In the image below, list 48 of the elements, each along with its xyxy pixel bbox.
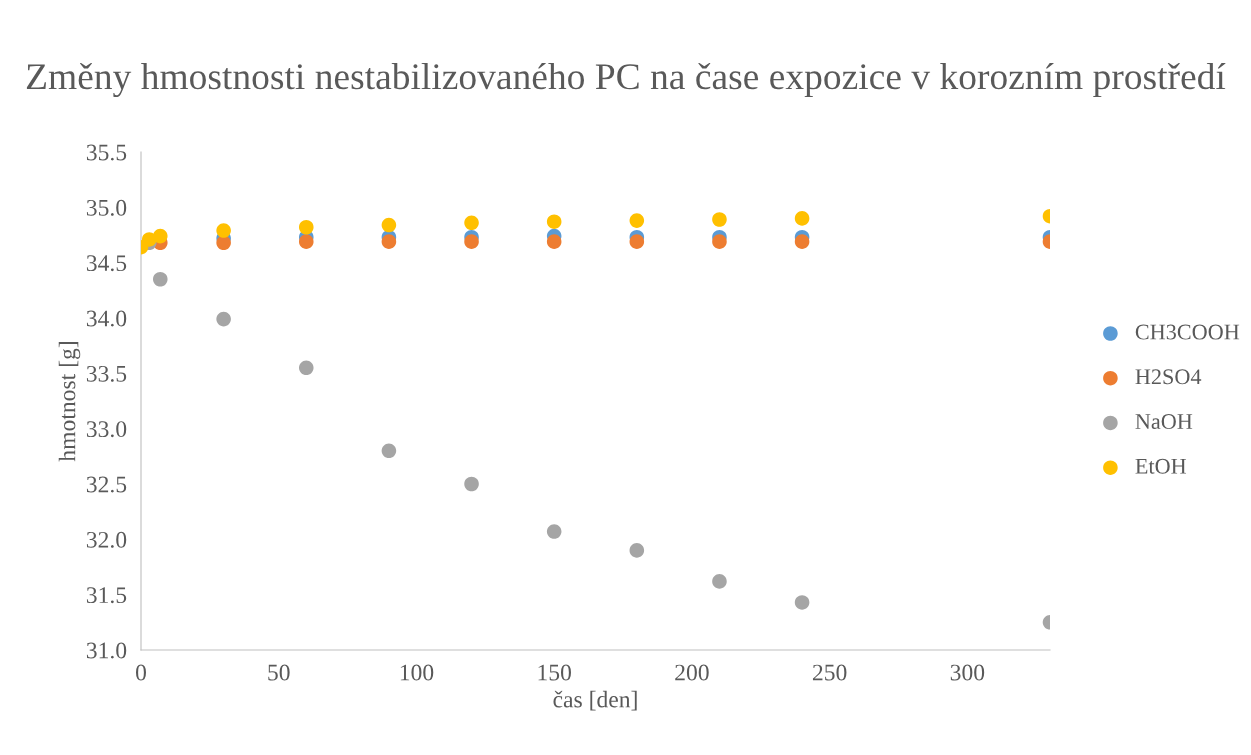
legend-label: NaOH: [1135, 414, 1193, 429]
y-tick-label: 34.0: [86, 310, 127, 327]
point: [298, 360, 314, 376]
y-tick-label: 32.5: [86, 476, 127, 493]
point: [381, 217, 397, 233]
point: [464, 476, 479, 492]
point: [216, 311, 231, 327]
x-tick-label: 150: [538, 664, 571, 681]
point: [546, 524, 562, 539]
y-tick-label: 34.5: [86, 255, 127, 272]
legend-label: CH3COOH: [1135, 324, 1240, 340]
point: [629, 543, 645, 558]
x-tick-label: 200: [675, 664, 709, 681]
point: [794, 595, 810, 610]
point: [794, 234, 810, 249]
y-tick-label: 31.0: [86, 642, 127, 659]
point: [298, 234, 314, 249]
y-axis-title: hmotnost [g]: [58, 342, 81, 462]
x-tick-label: 50: [268, 664, 290, 681]
point: [546, 214, 562, 229]
x-tick-label: 250: [812, 664, 847, 681]
point: [629, 213, 645, 228]
point: [712, 212, 727, 227]
point: [464, 215, 479, 231]
x-tick-label: 300: [950, 664, 985, 681]
point: [381, 443, 397, 459]
y-tick-label: 35.0: [86, 199, 127, 216]
x-tick-label: 100: [400, 664, 434, 681]
point: [794, 211, 810, 226]
point: [153, 271, 168, 287]
y-tick-label: 32.0: [86, 531, 127, 548]
point: [298, 219, 314, 235]
legend-label: EtOH: [1135, 458, 1187, 474]
point: [712, 574, 727, 589]
point: [464, 234, 479, 249]
y-tick-label: 31.5: [86, 587, 127, 604]
point: [712, 234, 727, 249]
point: [153, 228, 168, 244]
x-axis-title: čas [den]: [553, 690, 637, 711]
point: [629, 234, 645, 249]
y-tick-label: 33.0: [86, 421, 127, 438]
y-tick-label: 33.5: [86, 365, 127, 382]
legend-label: H2SO4: [1135, 369, 1202, 385]
point: [381, 234, 397, 249]
point: [546, 234, 562, 249]
chart-title: Změny hmostnosti nestabilizovaného PC na čase expozice v korozním prostředí: [26, 62, 1226, 98]
x-tick-label: 0: [136, 664, 146, 681]
y-tick-label: 35.5: [86, 144, 127, 161]
